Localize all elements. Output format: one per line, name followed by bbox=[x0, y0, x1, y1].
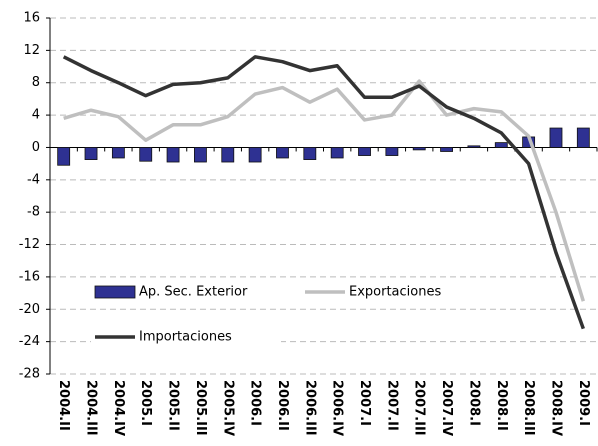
x-tick-label: 2006.II bbox=[275, 380, 290, 431]
legend-label: Importaciones bbox=[139, 330, 232, 345]
bar bbox=[221, 147, 235, 163]
bar bbox=[303, 147, 317, 160]
y-tick-label: 8 bbox=[32, 75, 40, 90]
y-tick-label: -20 bbox=[19, 302, 40, 317]
x-tick-label: 2007.II bbox=[384, 380, 399, 431]
x-tick-label: 2004.IV bbox=[111, 380, 126, 436]
x-tick-label: 2008.I bbox=[466, 380, 481, 426]
x-tick-label: 2009.I bbox=[576, 380, 591, 426]
legend-label: Ap. Sec. Exterior bbox=[139, 285, 248, 300]
bar bbox=[576, 127, 590, 148]
legend-bg bbox=[91, 326, 281, 348]
y-tick-label: 12 bbox=[23, 43, 40, 58]
y-tick-label: -16 bbox=[19, 269, 40, 284]
x-tick-label: 2008.IV bbox=[548, 380, 563, 436]
legend-bg bbox=[91, 281, 281, 303]
bar bbox=[385, 147, 399, 156]
y-tick-label: -24 bbox=[19, 334, 40, 349]
bar bbox=[276, 147, 289, 159]
bar bbox=[440, 147, 453, 152]
y-tick-label: -28 bbox=[19, 367, 40, 382]
bar bbox=[494, 142, 508, 148]
x-tick-label: 2006.IV bbox=[330, 380, 345, 436]
bar bbox=[166, 147, 180, 163]
x-tick-label: 2007.IV bbox=[439, 380, 454, 436]
bar bbox=[139, 147, 153, 162]
x-tick-label: 2005.II bbox=[166, 380, 181, 431]
legend-bg bbox=[301, 281, 481, 303]
legend-label: Exportaciones bbox=[349, 285, 441, 300]
bar bbox=[84, 147, 98, 160]
x-tick-label: 2007.III bbox=[412, 380, 427, 436]
x-tick-label: 2007.I bbox=[357, 380, 372, 426]
y-tick-label: 0 bbox=[32, 140, 40, 155]
x-tick-label: 2005.I bbox=[138, 380, 153, 426]
line bbox=[63, 79, 585, 302]
x-tick-label: 2004.III bbox=[84, 380, 99, 436]
bar bbox=[330, 147, 344, 159]
x-tick-label: 2008.II bbox=[494, 380, 509, 431]
bar bbox=[467, 145, 481, 148]
y-tick-label: -4 bbox=[27, 172, 40, 187]
y-tick-label: -8 bbox=[27, 205, 40, 220]
x-tick-label: 2005.IV bbox=[220, 380, 235, 436]
x-tick-label: 2005.III bbox=[193, 380, 208, 436]
x-tick-label: 2006.I bbox=[248, 380, 263, 426]
x-tick-label: 2008.III bbox=[521, 380, 536, 436]
bar bbox=[412, 147, 426, 151]
x-tick-label: 2006.III bbox=[302, 380, 317, 436]
bar bbox=[194, 147, 207, 163]
bar bbox=[358, 147, 371, 156]
bar bbox=[111, 147, 125, 159]
bar bbox=[549, 127, 563, 148]
x-tick-label: 2004.II bbox=[56, 380, 71, 431]
y-tick-label: 16 bbox=[23, 11, 40, 26]
line bbox=[62, 55, 585, 330]
bar bbox=[248, 147, 262, 163]
y-tick-label: -12 bbox=[19, 237, 40, 252]
bar bbox=[57, 147, 71, 166]
y-tick-label: 4 bbox=[32, 108, 40, 123]
legend-swatch bbox=[94, 285, 136, 299]
